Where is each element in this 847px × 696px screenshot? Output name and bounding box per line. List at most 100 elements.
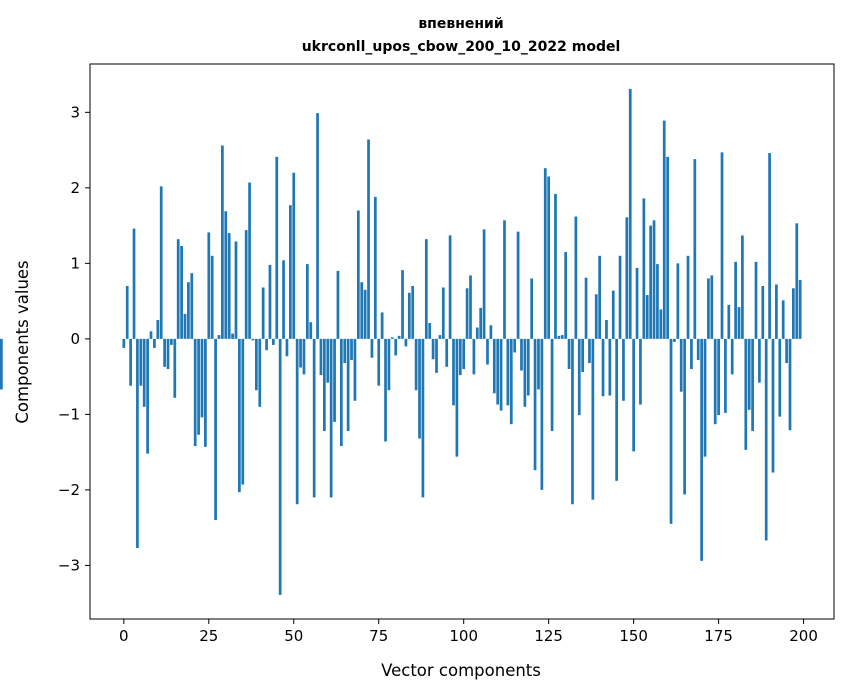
- bar-component-4: [136, 338, 139, 549]
- bar-component-59: [322, 338, 326, 431]
- bar-component-119: [526, 338, 530, 396]
- bar-component-73: [370, 338, 374, 358]
- bar-component-172: [707, 278, 710, 339]
- bar-component-167: [690, 338, 693, 370]
- bar-component-5: [139, 338, 143, 386]
- plot-frame: [89, 63, 835, 620]
- bar-component-50: [292, 172, 296, 339]
- bar-component-1: [125, 286, 129, 339]
- x-axis: 0 25 50 75 100 125 150 175 200: [119, 619, 818, 645]
- bar-component-154: [645, 295, 649, 339]
- bar-component-70: [360, 282, 364, 339]
- bar-component-92: [435, 338, 438, 373]
- bar-component-112: [503, 220, 506, 339]
- bar-component-68: [353, 338, 357, 401]
- bar-component-38: [251, 338, 255, 341]
- bar-component-27: [214, 338, 217, 521]
- y-tick-label: −1: [58, 405, 80, 423]
- bar-component-55: [309, 322, 313, 339]
- bar-component-66: [346, 338, 350, 431]
- bar-component-34: [238, 338, 241, 493]
- bar-component-179: [730, 338, 734, 375]
- bar-component-71: [363, 289, 367, 339]
- bar-component-126: [550, 338, 554, 431]
- bar-component-64: [339, 338, 343, 447]
- bar-component-86: [414, 338, 418, 391]
- bar-component-97: [452, 338, 455, 406]
- bar-component-153: [642, 198, 646, 339]
- bar-component-127: [554, 193, 557, 339]
- bar-component-147: [622, 338, 625, 401]
- bar-component-39: [255, 338, 258, 391]
- bar-component-51: [295, 338, 299, 505]
- bar-component-139: [594, 294, 598, 339]
- bar-component-190: [768, 153, 771, 339]
- bar-component-81: [397, 335, 401, 339]
- bar-component-48: [285, 338, 289, 357]
- bar-component-157: [656, 264, 659, 339]
- bar-component-161: [669, 338, 673, 524]
- bar-component-72: [367, 139, 370, 339]
- bar-component-132: [571, 338, 574, 505]
- y-axis: −3 −2 −1 0 1 2 3: [58, 103, 90, 574]
- bar-component-181: [737, 307, 741, 339]
- bar-component-45: [275, 156, 279, 339]
- bar-component-152: [639, 338, 642, 405]
- bar-component-173: [710, 275, 714, 339]
- bars-group: [0, 88, 802, 595]
- bar-component-26: [210, 255, 214, 339]
- bar-component-88: [421, 338, 425, 498]
- bar-component-120: [530, 278, 534, 339]
- bar-component-19: [187, 282, 190, 339]
- bar-component-78: [387, 338, 391, 391]
- bar-component-128: [557, 335, 561, 339]
- bar-component-135: [581, 338, 585, 373]
- bar-component-17: [180, 245, 183, 339]
- bar-component-65: [343, 338, 347, 364]
- y-tick-label: −2: [58, 481, 80, 499]
- bar-component-145: [615, 338, 619, 481]
- bar-component-89: [424, 239, 428, 339]
- bar-component-122: [537, 338, 540, 390]
- bar-component-170: [700, 338, 703, 561]
- bar-component-41: [261, 287, 265, 339]
- x-tick-label: 125: [534, 627, 563, 645]
- bar-component-56: [312, 338, 316, 498]
- bar-component-151: [635, 267, 639, 339]
- bar-component-18: [183, 313, 187, 339]
- bar-component-98: [455, 338, 459, 457]
- bar-component-174: [713, 338, 717, 425]
- bar-component-74: [373, 196, 377, 339]
- bar-component-54: [305, 264, 309, 339]
- bar-component-6: [142, 338, 146, 407]
- bar-component-176: [720, 152, 724, 339]
- bar-component-155: [649, 225, 652, 339]
- bar-component-191: [771, 338, 775, 473]
- bar-component-46: [278, 338, 282, 595]
- bar-component-32: [231, 333, 234, 339]
- bar-component-197: [792, 288, 795, 339]
- bar-component-158: [659, 309, 663, 339]
- bar-component-99: [458, 338, 462, 376]
- bar-component-104: [475, 327, 479, 339]
- bar-component-91: [431, 338, 435, 360]
- bar-component-177: [724, 338, 727, 413]
- bar-component-75: [377, 338, 381, 386]
- bar-component-31: [227, 233, 231, 339]
- bar-component-90: [428, 323, 432, 339]
- bar-component-144: [611, 290, 615, 339]
- bar-component-93: [438, 335, 442, 339]
- bar-component-162: [673, 338, 676, 342]
- bar-component-156: [652, 220, 656, 339]
- bar-component-183: [744, 338, 748, 450]
- bar-component-178: [727, 304, 731, 339]
- bar-component-85: [411, 286, 415, 339]
- bar-component-2: [129, 338, 132, 386]
- bar-component-116: [516, 231, 520, 339]
- bar-component-14: [170, 338, 173, 345]
- bar-component-129: [560, 335, 564, 339]
- bar-component-9: [153, 338, 156, 348]
- y-tick-label: 0: [70, 330, 80, 348]
- bar-component-36: [244, 230, 248, 339]
